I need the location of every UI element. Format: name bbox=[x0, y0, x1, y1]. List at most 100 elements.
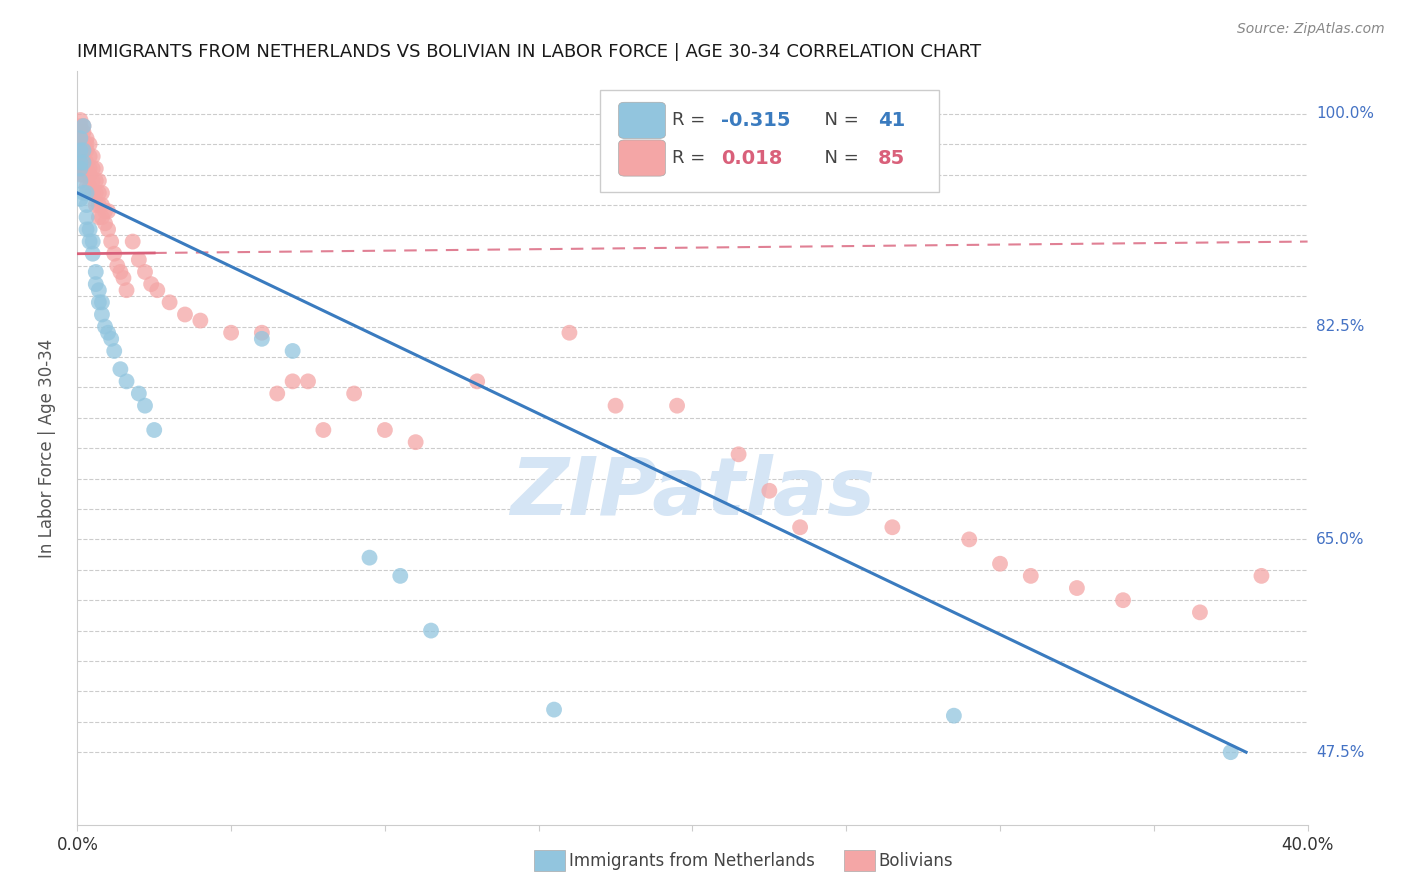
Text: IMMIGRANTS FROM NETHERLANDS VS BOLIVIAN IN LABOR FORCE | AGE 30-34 CORRELATION C: IMMIGRANTS FROM NETHERLANDS VS BOLIVIAN … bbox=[77, 44, 981, 62]
Point bbox=[76, 137, 98, 152]
Point bbox=[97, 326, 120, 340]
Point bbox=[82, 174, 104, 188]
Point bbox=[250, 332, 273, 346]
FancyBboxPatch shape bbox=[600, 90, 939, 192]
Point bbox=[76, 131, 98, 145]
Point bbox=[727, 447, 749, 461]
Point bbox=[1219, 745, 1241, 759]
Point bbox=[69, 131, 91, 145]
Point bbox=[90, 198, 114, 212]
Text: R =: R = bbox=[672, 112, 710, 129]
Point bbox=[72, 144, 94, 158]
Point bbox=[543, 703, 565, 717]
Point bbox=[76, 186, 98, 200]
Point bbox=[69, 144, 91, 158]
Point bbox=[143, 423, 166, 437]
Point bbox=[100, 332, 122, 346]
Point bbox=[79, 235, 101, 249]
Point bbox=[87, 174, 110, 188]
Point bbox=[758, 483, 780, 498]
Point bbox=[82, 246, 104, 260]
Point bbox=[121, 235, 143, 249]
Point bbox=[94, 204, 117, 219]
Point bbox=[72, 155, 94, 169]
Text: 65.0%: 65.0% bbox=[1316, 532, 1364, 547]
Point bbox=[69, 144, 91, 158]
Point bbox=[84, 265, 107, 279]
Point bbox=[76, 144, 98, 158]
Point bbox=[84, 186, 107, 200]
Point bbox=[69, 131, 91, 145]
Point bbox=[789, 520, 811, 534]
Point bbox=[297, 375, 319, 389]
Point bbox=[76, 179, 98, 194]
Point bbox=[103, 343, 125, 358]
Text: ZIPatlas: ZIPatlas bbox=[510, 454, 875, 533]
Point bbox=[87, 186, 110, 200]
Point bbox=[219, 326, 242, 340]
Point bbox=[82, 161, 104, 176]
Point bbox=[146, 283, 169, 297]
Point bbox=[84, 161, 107, 176]
Point bbox=[69, 119, 91, 133]
Text: Immigrants from Netherlands: Immigrants from Netherlands bbox=[569, 852, 815, 870]
Point bbox=[128, 252, 150, 267]
Text: 100.0%: 100.0% bbox=[1316, 106, 1374, 121]
Point bbox=[141, 277, 163, 292]
Text: 0.018: 0.018 bbox=[721, 149, 782, 168]
Point bbox=[97, 204, 120, 219]
Point bbox=[1188, 605, 1211, 619]
Point bbox=[281, 343, 304, 358]
Point bbox=[82, 186, 104, 200]
Text: N =: N = bbox=[813, 149, 865, 167]
Point bbox=[79, 161, 101, 176]
Point bbox=[79, 149, 101, 163]
Point bbox=[87, 295, 110, 310]
Point bbox=[69, 137, 91, 152]
Point bbox=[174, 308, 197, 322]
Point bbox=[87, 283, 110, 297]
Point bbox=[69, 125, 91, 139]
Point bbox=[82, 235, 104, 249]
Point bbox=[134, 399, 156, 413]
Point bbox=[266, 386, 288, 401]
Point bbox=[76, 161, 98, 176]
Text: 82.5%: 82.5% bbox=[1316, 319, 1364, 334]
Point bbox=[110, 265, 132, 279]
Point bbox=[72, 161, 94, 176]
Point bbox=[69, 155, 91, 169]
Point bbox=[405, 435, 427, 450]
Point bbox=[72, 168, 94, 182]
Point bbox=[79, 222, 101, 236]
Point bbox=[72, 137, 94, 152]
Point bbox=[72, 149, 94, 163]
Point bbox=[72, 144, 94, 158]
FancyBboxPatch shape bbox=[619, 103, 665, 138]
Point bbox=[389, 569, 412, 583]
Point bbox=[343, 386, 366, 401]
Point bbox=[1019, 569, 1042, 583]
Point bbox=[128, 386, 150, 401]
Text: Source: ZipAtlas.com: Source: ZipAtlas.com bbox=[1237, 22, 1385, 37]
Point bbox=[110, 362, 132, 376]
Point bbox=[281, 375, 304, 389]
Point bbox=[90, 211, 114, 225]
Point bbox=[1250, 569, 1272, 583]
Point bbox=[69, 161, 91, 176]
Text: Bolivians: Bolivians bbox=[879, 852, 953, 870]
Point bbox=[76, 198, 98, 212]
Point bbox=[942, 708, 965, 723]
Point bbox=[79, 168, 101, 182]
Point bbox=[69, 149, 91, 163]
Point bbox=[250, 326, 273, 340]
Point bbox=[87, 198, 110, 212]
Point bbox=[97, 222, 120, 236]
Point bbox=[159, 295, 181, 310]
Point bbox=[112, 271, 135, 285]
Point bbox=[84, 198, 107, 212]
Point bbox=[1066, 581, 1088, 595]
Point bbox=[87, 211, 110, 225]
Point bbox=[72, 119, 94, 133]
Text: R =: R = bbox=[672, 149, 710, 167]
Text: 41: 41 bbox=[879, 111, 905, 130]
